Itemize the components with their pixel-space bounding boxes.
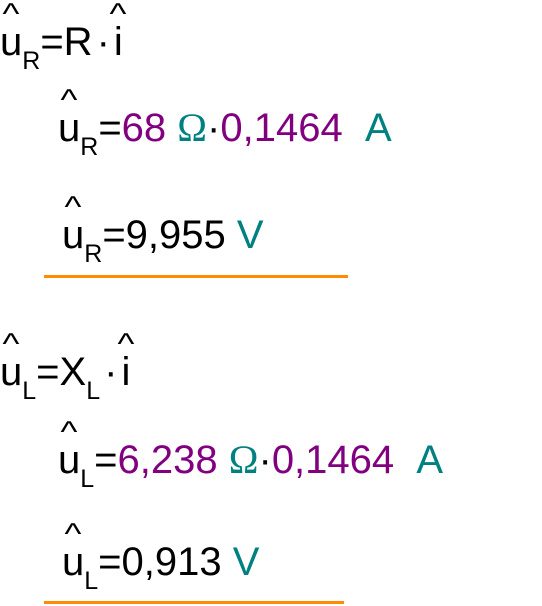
resistance-value: 68 bbox=[121, 106, 167, 150]
ur-symbol: u bbox=[58, 108, 80, 148]
ur-symbol: u bbox=[0, 22, 22, 62]
current-value: 0,1464 bbox=[220, 106, 343, 150]
ur-formula-equation: uR=R·i bbox=[0, 22, 123, 74]
ur-subscript: R bbox=[80, 133, 99, 161]
ul-symbol: u bbox=[62, 542, 84, 582]
ul-substituted-equation: uL=6,238 Ω·0,1464 A bbox=[58, 440, 443, 492]
multiplication-dot: · bbox=[207, 106, 221, 150]
volt-unit: V bbox=[236, 213, 264, 257]
ampere-unit: A bbox=[364, 106, 392, 150]
ul-formula-equation: uL=XL·i bbox=[0, 352, 130, 404]
ul-subscript: L bbox=[22, 377, 37, 405]
current-symbol: i bbox=[121, 352, 130, 392]
equals-sign: = bbox=[40, 20, 64, 64]
ur-symbol: u bbox=[62, 215, 84, 255]
current-symbol: i bbox=[114, 22, 123, 62]
voltage-result-value: 0,913 bbox=[121, 540, 222, 584]
reactance-subscript: L bbox=[86, 377, 101, 405]
equals-sign: = bbox=[98, 540, 122, 584]
current-value: 0,1464 bbox=[271, 438, 395, 482]
ul-subscript: L bbox=[84, 567, 99, 595]
multiplication-dot: · bbox=[104, 350, 118, 394]
equals-sign: = bbox=[36, 350, 60, 394]
equals-sign: = bbox=[94, 438, 118, 482]
ur-subscript: R bbox=[84, 240, 103, 268]
ul-subscript: L bbox=[80, 465, 95, 493]
resistance-symbol: R bbox=[63, 20, 93, 64]
ampere-unit: A bbox=[416, 438, 444, 482]
ohm-unit: Ω bbox=[177, 105, 208, 150]
equals-sign: = bbox=[102, 213, 126, 257]
reactance-symbol: X bbox=[59, 350, 87, 394]
ur-result-underline bbox=[44, 275, 348, 278]
ul-symbol: u bbox=[0, 352, 22, 392]
ul-result-underline bbox=[44, 601, 344, 604]
ohm-unit: Ω bbox=[228, 437, 259, 482]
voltage-result-value: 9,955 bbox=[125, 213, 226, 257]
ur-result-equation: uR=9,955 V bbox=[62, 215, 264, 267]
multiplication-dot: · bbox=[258, 438, 272, 482]
ul-symbol: u bbox=[58, 440, 80, 480]
volt-unit: V bbox=[232, 540, 260, 584]
ul-result-equation: uL=0,913 V bbox=[62, 542, 259, 594]
equals-sign: = bbox=[98, 106, 122, 150]
reactance-value: 6,238 bbox=[117, 438, 218, 482]
ur-subscript: R bbox=[22, 47, 41, 75]
ur-substituted-equation: uR=68 Ω·0,1464 A bbox=[58, 108, 392, 160]
multiplication-dot: · bbox=[96, 20, 110, 64]
